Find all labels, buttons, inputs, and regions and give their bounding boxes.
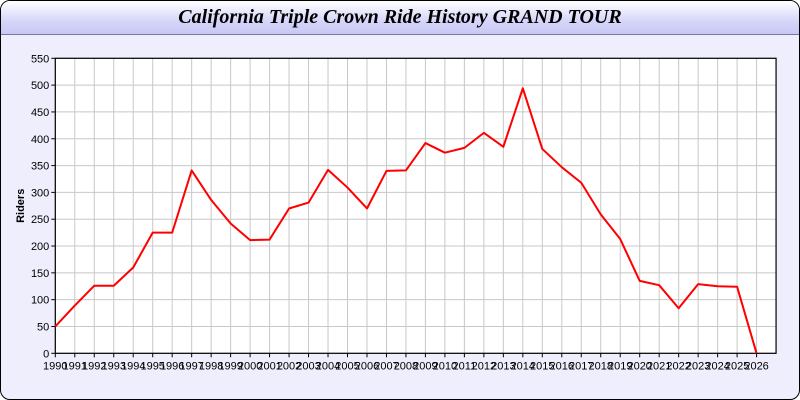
x-tick-label: 2021 [647,360,671,372]
x-tick-label: 2016 [550,360,574,372]
y-tick-label: 350 [31,161,49,173]
chart-title: California Triple Crown Ride History GRA… [178,6,622,28]
x-tick-label: 2015 [530,360,554,372]
y-tick-label: 50 [37,321,49,333]
x-tick-label: 1996 [160,360,184,372]
x-tick-label: 2022 [666,360,690,372]
x-tick-label: 1999 [218,360,242,372]
x-tick-label: 2007 [374,360,398,372]
x-tick-label: 2023 [686,360,710,372]
x-tick-label: 2001 [257,360,281,372]
title-bar: California Triple Crown Ride History GRA… [1,1,799,35]
x-tick-label: 2010 [433,360,457,372]
x-tick-label: 1997 [179,360,203,372]
y-tick-label: 200 [31,241,49,253]
x-tick-label: 2005 [335,360,359,372]
x-tick-label: 2004 [316,360,340,372]
x-tick-label: 1995 [140,360,164,372]
y-tick-label: 450 [31,107,49,119]
x-tick-label: 1991 [63,360,87,372]
y-tick-label: 100 [31,295,49,307]
x-tick-label: 2008 [394,360,418,372]
x-tick-label: 1993 [101,360,125,372]
x-tick-label: 2019 [608,360,632,372]
x-tick-label: 2020 [627,360,651,372]
y-tick-label: 250 [31,214,49,226]
x-tick-label: 2002 [277,360,301,372]
x-tick-label: 2018 [588,360,612,372]
x-tick-label: 1994 [121,360,145,372]
x-tick-label: 1990 [43,360,67,372]
x-tick-label: 2013 [491,360,515,372]
y-axis-label: Riders [15,189,27,223]
x-tick-label: 2012 [472,360,496,372]
x-tick-label: 2017 [569,360,593,372]
y-tick-label: 550 [31,53,49,65]
x-tick-label: 2014 [511,360,535,372]
x-tick-label: 2009 [413,360,437,372]
x-tick-label: 1992 [82,360,106,372]
y-tick-label: 300 [31,187,49,199]
y-tick-label: 0 [43,348,49,360]
x-tick-label: 2026 [744,360,768,372]
x-tick-label: 2006 [355,360,379,372]
plot-area [55,58,777,354]
plot-border [54,57,777,354]
y-tick-label: 150 [31,268,49,280]
x-tick-label: 2011 [453,360,477,372]
y-tick-label: 500 [31,80,49,92]
x-tick-label: 2000 [238,360,262,372]
x-tick-label: 1998 [199,360,223,372]
x-tick-label: 2024 [705,360,729,372]
x-tick-label: 2025 [725,360,749,372]
x-tick-label: 2003 [296,360,320,372]
y-tick-label: 400 [31,134,49,146]
